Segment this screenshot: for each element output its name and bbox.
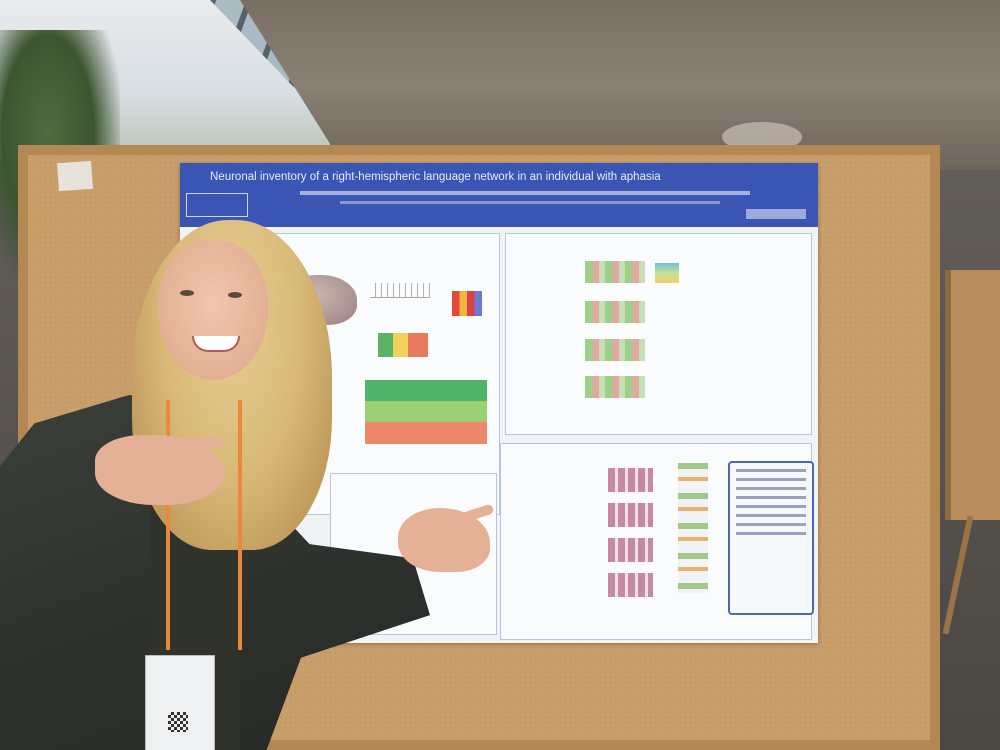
lower-heatmap-4	[608, 573, 653, 597]
heatmap-row-4	[585, 376, 645, 398]
university-logo	[186, 193, 248, 217]
lower-heatmap-1	[608, 468, 653, 492]
pinned-card	[57, 160, 93, 192]
poster-title: Neuronal inventory of a right-hemispheri…	[210, 171, 661, 183]
poster-affiliations	[340, 201, 720, 204]
heatmap-large	[365, 380, 487, 444]
lower-heatmap-2	[608, 503, 653, 527]
bar-plot	[452, 291, 482, 316]
lower-heatmap-3	[608, 538, 653, 562]
person-face	[158, 240, 268, 380]
name-badge	[145, 655, 215, 750]
heatmap-row-2	[585, 301, 645, 323]
poster-contact	[746, 209, 806, 219]
heatmap-small	[378, 333, 428, 357]
background-poster-board	[945, 270, 1000, 520]
right-eye	[228, 292, 242, 298]
poster-authors	[300, 191, 750, 195]
summary-box	[728, 461, 814, 615]
heatmap-row-3	[585, 339, 645, 361]
ceiling	[240, 0, 1000, 170]
orange-lanyard	[166, 400, 242, 650]
lower-bars	[678, 463, 708, 593]
heatmap-row-1	[585, 261, 645, 283]
poster-header: Neuronal inventory of a right-hemispheri…	[180, 163, 818, 227]
left-eye	[180, 290, 194, 296]
qr-code	[168, 712, 188, 732]
mini-plot	[370, 283, 430, 298]
left-index-finger	[175, 438, 223, 448]
color-legend	[655, 263, 679, 283]
easel-leg	[942, 515, 974, 635]
